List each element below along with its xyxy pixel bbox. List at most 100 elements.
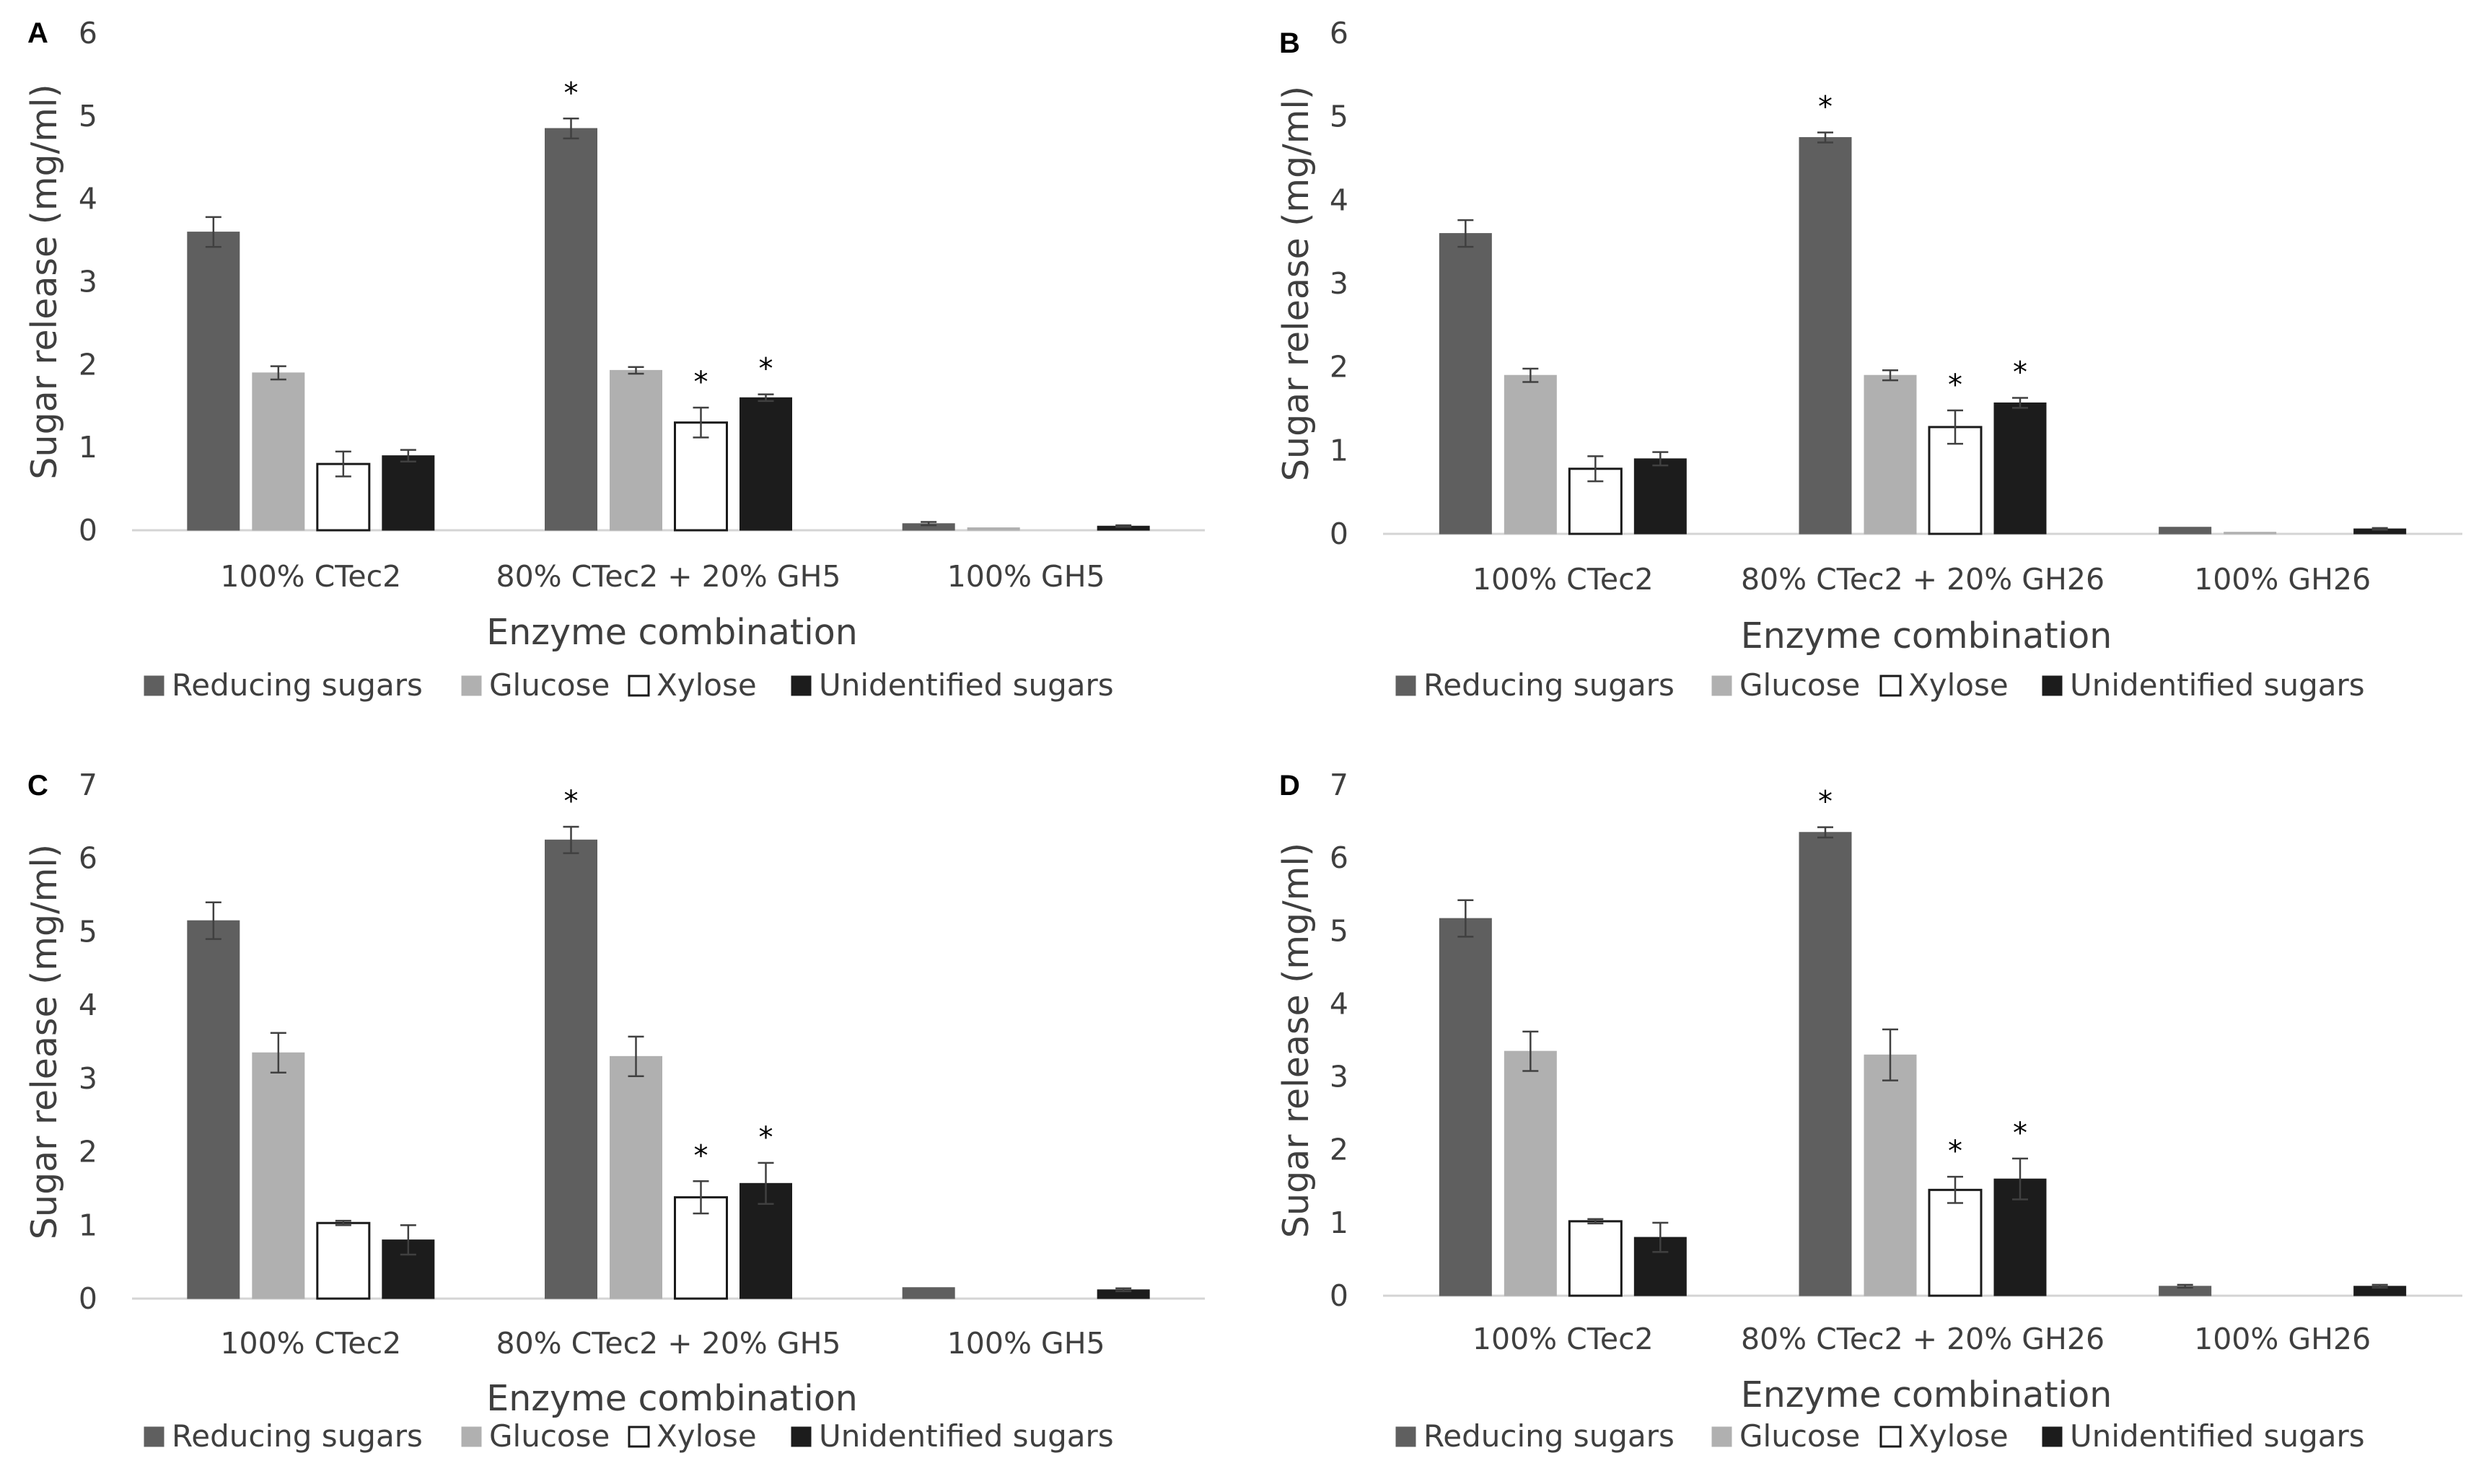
significance-marker: * [1818, 786, 1833, 819]
y-tick-label: 0 [79, 513, 97, 548]
legend-swatch [461, 675, 482, 696]
y-axis-label: Sugar release (mg/ml) [24, 844, 65, 1239]
y-tick-label: 3 [1330, 266, 1348, 301]
significance-marker: * [759, 1121, 773, 1154]
legend-label: Xylose [1908, 1418, 2009, 1454]
legend: Reducing sugars Glucose Xylose Unidentified… [144, 667, 1114, 703]
significance-marker: * [564, 76, 579, 110]
bar-glucose [2224, 532, 2277, 535]
bar-glucose [610, 1055, 662, 1299]
bar-reducing-sugars [2159, 527, 2212, 535]
y-tick-label: 5 [79, 99, 97, 133]
bar-glucose [967, 527, 1020, 531]
y-axis-label: Sugar release (mg/ml) [1276, 86, 1317, 481]
y-tick-label: 6 [79, 841, 97, 876]
legend: Reducing sugars Glucose Xylose Unidentified… [1395, 667, 2365, 703]
bar-reducing-sugars [545, 839, 597, 1299]
legend-swatch [791, 1426, 812, 1447]
bar-glucose [1864, 374, 1917, 535]
y-tick-label: 4 [1330, 183, 1348, 217]
bar-glucose [252, 1052, 305, 1299]
legend-label: Reducing sugars [1423, 667, 1675, 703]
y-tick-label: 0 [79, 1281, 97, 1316]
legend: Reducing sugars Glucose Xylose Unidentified… [1395, 1418, 2365, 1454]
y-tick-label: 7 [79, 768, 97, 802]
legend-label: Unidentified sugars [2070, 667, 2365, 703]
bar-reducing-sugars [1439, 918, 1492, 1296]
legend-label: Glucose [1739, 1418, 1860, 1454]
legend-swatch [628, 675, 650, 697]
y-tick-label: 3 [1330, 1060, 1348, 1094]
chart-panel-c: C 0 1 2 3 4 5 6 7 Sugar release (mg/ml) 100% CTec2… [24, 768, 1205, 1454]
bar-reducing-sugars [187, 232, 240, 531]
significance-marker: * [1948, 1135, 1962, 1168]
bar-reducing-sugars [902, 1287, 955, 1299]
x-axis-label: Enzyme combination [486, 1378, 858, 1419]
bar-unidentified-sugars [382, 455, 435, 531]
y-tick-label: 2 [79, 347, 97, 382]
y-tick-label: 1 [79, 430, 97, 465]
y-tick-label: 2 [79, 1135, 97, 1169]
significance-marker: * [2013, 356, 2027, 389]
legend-label: Xylose [657, 667, 757, 703]
bar-glucose [1864, 1054, 1917, 1296]
y-tick-label: 0 [1330, 517, 1348, 551]
y-tick-label: 4 [79, 182, 97, 216]
y-tick-label: 5 [79, 914, 97, 949]
y-tick-label: 3 [79, 265, 97, 299]
bar-reducing-sugars [1439, 233, 1492, 535]
legend-swatch [461, 1426, 482, 1447]
bar-unidentified-sugars [740, 397, 792, 531]
y-tick-label: 6 [1330, 840, 1348, 875]
bar-unidentified-sugars [1633, 458, 1687, 535]
legend-swatch [1395, 675, 1416, 696]
bar-reducing-sugars [187, 920, 240, 1299]
y-tick-label: 6 [1330, 16, 1348, 51]
bar-glucose [252, 372, 305, 531]
chart-panel-b: B 0 1 2 3 4 5 6 Sugar release (mg/ml) 100% CTec2 8… [1276, 16, 2462, 703]
bar-unidentified-sugars [1993, 402, 2047, 535]
x-tick-label: 80% CTec2 + 20% GH26 [1741, 1322, 2105, 1356]
panel-letter: A [27, 17, 48, 49]
x-axis-label: Enzyme combination [1741, 1374, 2112, 1415]
y-axis-label: Sugar release (mg/ml) [1276, 843, 1317, 1238]
legend-swatch [791, 675, 812, 696]
panel-letter: C [27, 770, 48, 802]
significance-marker: * [1818, 91, 1833, 124]
legend-swatch [1711, 1426, 1732, 1447]
y-axis-label: Sugar release (mg/ml) [24, 84, 65, 479]
panel-letter: D [1279, 770, 1300, 802]
x-tick-label: 100% GH5 [947, 559, 1105, 594]
y-tick-label: 1 [1330, 433, 1348, 467]
bar-reducing-sugars [1799, 137, 1852, 535]
legend-swatch [144, 675, 164, 696]
significance-marker: * [759, 353, 773, 386]
panel-letter: B [1279, 27, 1300, 59]
legend-label: Glucose [1739, 667, 1860, 703]
significance-marker: * [2013, 1117, 2027, 1150]
y-tick-label: 1 [1330, 1206, 1348, 1240]
y-tick-label: 7 [1330, 768, 1348, 802]
y-tick-label: 5 [1330, 913, 1348, 948]
legend-swatch [1879, 675, 1902, 697]
legend-swatch [2042, 675, 2063, 696]
legend-label: Xylose [1908, 667, 2009, 703]
x-tick-label: 100% CTec2 [220, 1326, 401, 1361]
y-tick-label: 0 [1330, 1278, 1348, 1313]
chart-panel-d: D 0 1 2 3 4 5 6 7 Sugar release (mg/ml) 100% CTec2… [1276, 768, 2462, 1454]
legend-label: Reducing sugars [172, 667, 423, 703]
legend-label: Xylose [657, 1418, 757, 1454]
legend-swatch [2042, 1426, 2063, 1447]
bar-xylose [1568, 1220, 1623, 1297]
bar-reducing-sugars [545, 128, 597, 531]
y-tick-label: 1 [79, 1208, 97, 1242]
x-tick-label: 100% GH26 [2194, 562, 2371, 597]
significance-marker: * [1948, 369, 1962, 402]
x-tick-label: 100% GH26 [2194, 1322, 2371, 1356]
legend: Reducing sugars Glucose Xylose Unidentified… [144, 1418, 1114, 1454]
x-tick-label: 80% CTec2 + 20% GH5 [496, 559, 841, 594]
bar-xylose [1928, 1188, 1983, 1297]
x-axis-label: Enzyme combination [1741, 615, 2112, 657]
x-tick-label: 100% CTec2 [1473, 562, 1654, 597]
chart-panel-a: A 0 1 2 3 4 5 6 Sugar release (mg/ml) 100% CTec2 8… [24, 16, 1205, 703]
